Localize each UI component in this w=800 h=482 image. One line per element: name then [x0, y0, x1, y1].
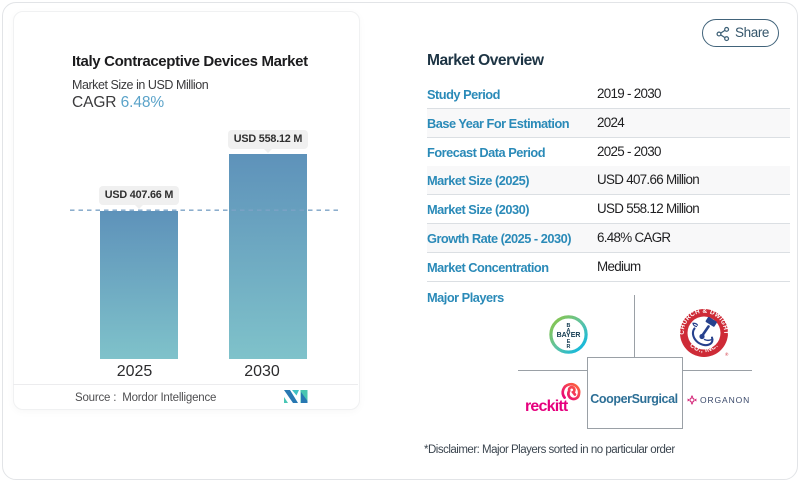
svg-text:CO., INC.: CO., INC.: [688, 342, 720, 354]
svg-text:BAYER: BAYER: [557, 332, 581, 339]
svg-text:B: B: [567, 323, 571, 329]
svg-text:®: ®: [725, 351, 729, 357]
svg-text:R: R: [567, 344, 571, 350]
svg-text:E: E: [567, 339, 571, 345]
svg-text:A: A: [567, 328, 571, 334]
